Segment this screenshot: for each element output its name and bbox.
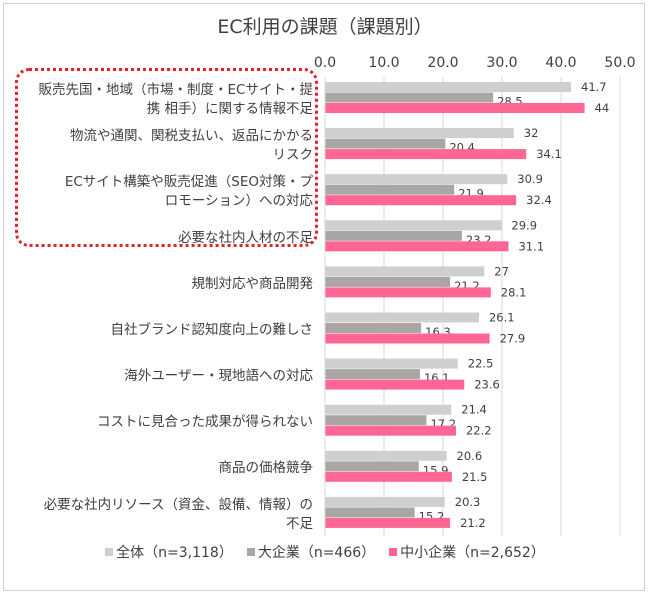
bar: [325, 138, 446, 149]
x-tick-label: 30.0: [486, 55, 517, 71]
bar: [325, 517, 451, 528]
data-label: 34.1: [536, 147, 562, 161]
legend-swatch: [105, 548, 114, 556]
bar: [325, 404, 452, 415]
bar: [325, 149, 527, 160]
bar: [325, 425, 456, 436]
legend-swatch: [246, 548, 255, 556]
category-label: 規制対応や商品開発: [191, 275, 314, 292]
data-label: 44: [595, 101, 610, 115]
bar: [325, 312, 479, 323]
bar: [325, 496, 445, 507]
data-label: 41.7: [581, 80, 607, 94]
category-label: 自社ブランド認知度向上の難しさ: [110, 322, 314, 338]
bar: [325, 174, 508, 185]
legend-label: 大企業（n=466）: [257, 545, 376, 561]
bar: [325, 128, 514, 139]
bar: [325, 82, 572, 92]
bar: [325, 358, 458, 369]
bar: [325, 230, 462, 241]
data-label: 22.2: [466, 424, 492, 438]
bar: [325, 507, 415, 518]
data-label: 31.1: [518, 239, 544, 253]
data-label: 21.5: [462, 470, 488, 484]
legend: 全体（n=3,118） 大企業（n=466） 中小企業（n=2,652）: [0, 542, 650, 562]
category-label: 必要な社内リソース（資金、設備、情報）の 不足: [43, 496, 313, 532]
chart-title: EC利用の課題（課題別）: [217, 16, 433, 38]
legend-swatch: [389, 548, 398, 556]
bar: [325, 450, 447, 461]
x-tick-label: 0.0: [314, 55, 336, 71]
highlight-box: [15, 68, 318, 247]
category-label: 販売先国・地域（市場・制度・ECサイト・提 携 相手）に関する情報不足: [38, 82, 313, 117]
data-label: 20.6: [457, 449, 483, 463]
legend-item: 全体（n=3,118）: [105, 545, 233, 561]
bar: [325, 195, 517, 206]
x-tick-label: 20.0: [427, 55, 458, 71]
bar: [325, 379, 465, 390]
x-tick-label: 50.0: [604, 55, 635, 71]
x-tick-label: 40.0: [545, 55, 576, 71]
data-label: 32: [524, 126, 539, 140]
category-label: 商品の価格競争: [218, 460, 314, 477]
category-label: ECサイト構築や販売促進（SEO対策・プ ロモーション）への対応: [64, 174, 313, 210]
data-label: 21.4: [461, 403, 487, 417]
bar: [325, 287, 491, 298]
bar: [325, 471, 452, 482]
data-label: 28.1: [501, 285, 527, 299]
bar: [325, 276, 451, 287]
legend-item: 中小企業（n=2,652）: [389, 545, 545, 561]
data-label: 32.4: [526, 193, 552, 207]
category-label: 物流や通関、関税支払い、返品にかかる リスク: [70, 128, 313, 164]
data-label: 27.9: [500, 332, 526, 346]
data-label: 26.1: [489, 311, 515, 325]
bar: [325, 461, 419, 472]
bar: [325, 220, 502, 231]
bar: [325, 184, 455, 195]
category-label: 海外ユーザー・現地語への対応: [124, 368, 313, 385]
legend-item: 大企業（n=466）: [246, 545, 376, 561]
bar: [325, 369, 420, 380]
data-label: 21.2: [460, 516, 486, 530]
legend-label: 中小企業（n=2,652）: [400, 545, 545, 561]
bar: [325, 266, 485, 277]
data-label: 23.6: [474, 378, 500, 392]
data-label: 20.3: [455, 495, 481, 509]
x-tick-label: 10.0: [368, 55, 399, 71]
category-label: コストに見合った成果が得られない: [97, 414, 313, 431]
data-label: 27: [494, 264, 509, 278]
bar: [325, 92, 494, 103]
data-label: 30.9: [517, 172, 543, 186]
category-label: 必要な社内人材の不足: [178, 229, 313, 246]
bar: [325, 323, 422, 333]
bar: [325, 103, 585, 113]
bar: [325, 415, 427, 426]
legend-label: 全体（n=3,118）: [116, 545, 233, 561]
data-label: 29.9: [511, 218, 537, 232]
data-label: 22.5: [468, 357, 494, 371]
bar: [325, 333, 490, 344]
chart-frame: [3, 3, 645, 591]
bar: [325, 241, 509, 252]
